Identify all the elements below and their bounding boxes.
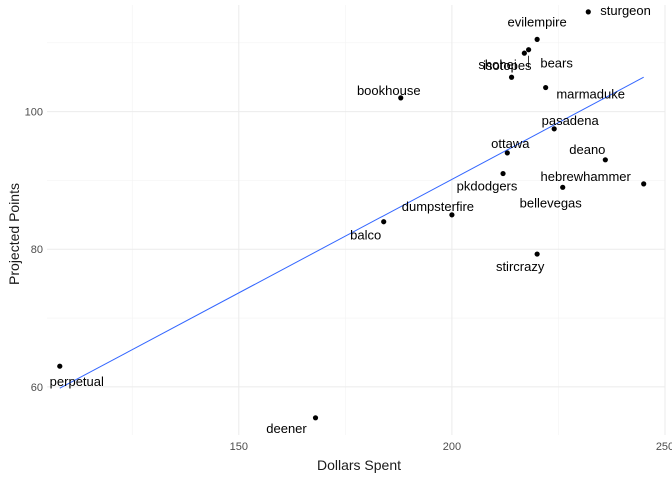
point-label-dumpsterfire: dumpsterfire [402, 199, 474, 214]
y-tick-label: 100 [25, 107, 43, 119]
point-label-pkdodgers: pkdodgers [457, 179, 518, 194]
point-deener [312, 415, 319, 421]
point-label-shohei: shohei [478, 57, 516, 72]
point-sturgeon [585, 9, 591, 15]
point-label-sturgeon: sturgeon [600, 3, 651, 18]
point-hebrewhammer [641, 181, 647, 187]
y-tick-label: 80 [31, 244, 43, 256]
point-deano [602, 157, 608, 163]
point-label-pasadena: pasadena [542, 113, 600, 128]
point-labels-layer: sturgeon evilempire shohei bears isotopes mar… [50, 3, 651, 436]
point-label-isotopes: isotopes [483, 58, 532, 73]
minor-gridlines [47, 5, 665, 435]
point-bears [526, 47, 532, 53]
major-gridlines [47, 5, 666, 435]
y-tick-label: 60 [31, 382, 43, 394]
point-evilempire [534, 36, 540, 43]
point-label-stircrazy: stircrazy [496, 259, 545, 274]
point-label-deener: deener [266, 421, 307, 436]
trendline-layer [59, 76, 644, 389]
point-marmaduke [543, 84, 549, 91]
x-axis-title: Dollars Spent [317, 457, 401, 473]
trendline [59, 76, 644, 389]
point-ottawa [504, 150, 510, 156]
x-tick-label: 250 [656, 441, 672, 453]
point-label-bellevegas: bellevegas [520, 195, 583, 210]
x-tick-label: 150 [230, 441, 248, 453]
point-label-marmaduke: marmaduke [556, 87, 625, 102]
x-tick-labels: 150 200 250 [230, 441, 672, 453]
point-label-evilempire: evilempire [508, 14, 567, 29]
point-label-hebrewhammer: hebrewhammer [541, 169, 632, 184]
y-tick-labels: 60 80 100 [25, 107, 43, 394]
point-dumpsterfire [449, 212, 455, 218]
points-layer [57, 9, 647, 421]
point-pkdodgers [500, 170, 506, 177]
point-stircrazy [534, 251, 540, 257]
point-balco [381, 219, 387, 225]
y-axis-title: Projected Points [6, 183, 22, 285]
point-label-bears: bears [540, 56, 573, 71]
point-perpetual [57, 363, 63, 369]
point-pasadena [551, 126, 557, 132]
point-isotopes [521, 50, 527, 56]
x-tick-label: 200 [443, 441, 461, 453]
point-label-deano: deano [569, 142, 605, 157]
point-label-ottawa: ottawa [491, 136, 530, 151]
point-label-perpetual: perpetual [50, 374, 104, 389]
point-shohei [508, 74, 515, 80]
point-bellevegas [560, 184, 566, 190]
point-label-balco: balco [350, 228, 381, 243]
point-label-bookhouse: bookhouse [357, 83, 421, 98]
point-bookhouse [398, 95, 404, 101]
